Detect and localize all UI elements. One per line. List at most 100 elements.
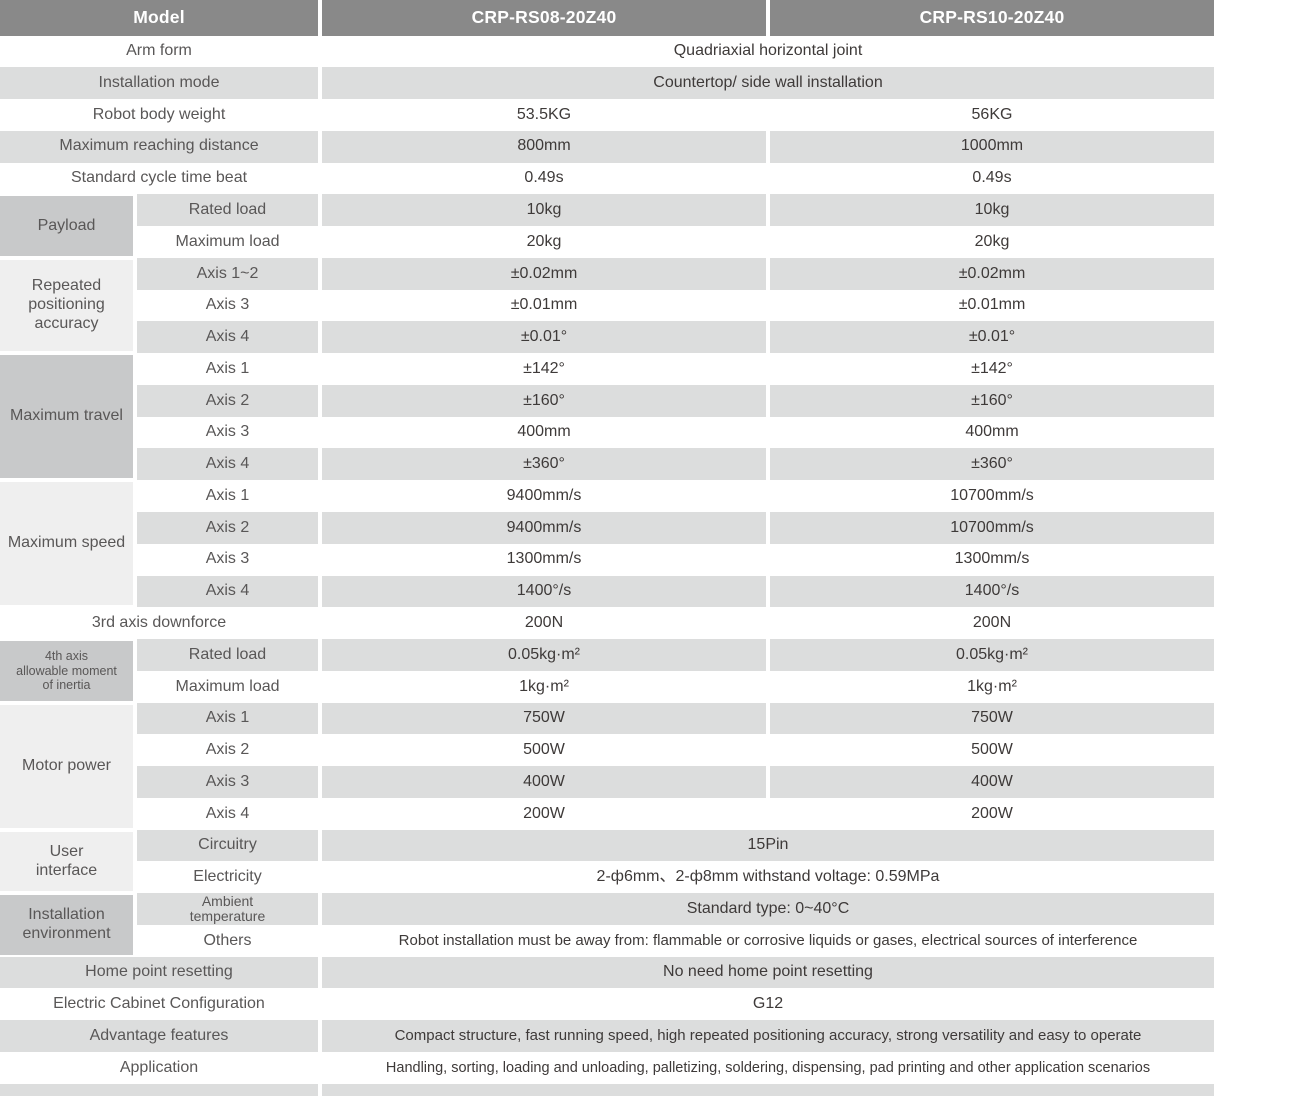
spec-value-col2: 0.49s bbox=[972, 169, 1012, 187]
row-label: Maximum reaching distance bbox=[0, 130, 318, 163]
group-label-4th-axis-inertia: 4th axis allowable moment of inertia bbox=[0, 639, 133, 703]
header-model-rs10: CRP-RS10-20Z40 bbox=[770, 0, 1214, 36]
spec-value-col2: 1400°/s bbox=[770, 575, 1214, 608]
row-sublabel: Rated load bbox=[137, 639, 318, 671]
row-motor-axis1: Axis 1 750W 750W bbox=[0, 702, 1214, 735]
spec-value-col1: 9400mm/s bbox=[506, 486, 582, 504]
spec-value-col1: 750W bbox=[322, 702, 766, 735]
row-sublabel: Axis 2 bbox=[137, 511, 318, 544]
row-reaching-distance: Maximum reaching distance 800mm 1000mm bbox=[0, 130, 1214, 163]
spec-value-col2: 400mm bbox=[965, 423, 1019, 441]
spec-value-col2: ±0.01mm bbox=[958, 296, 1026, 314]
row-sublabel: Electricity bbox=[193, 868, 262, 886]
spec-value-merged: G12 bbox=[752, 995, 784, 1013]
row-motor-axis3: Axis 3 400W 400W bbox=[0, 766, 1214, 798]
group-label-maximum-speed: Maximum speed bbox=[0, 480, 133, 608]
spec-value-col2: 10kg bbox=[770, 194, 1214, 227]
spec-value-col2: 1kg·m² bbox=[967, 677, 1017, 695]
spec-value-col1: 1300mm/s bbox=[506, 550, 582, 568]
spec-value-col1: 0.49s bbox=[524, 169, 564, 187]
spec-value-merged: Handling, sorting, loading and unloading… bbox=[385, 1059, 1151, 1076]
row-others: Others Robot installation must be away f… bbox=[0, 925, 1214, 957]
spec-value-col1: 9400mm/s bbox=[322, 511, 766, 544]
spec-value-col1: 200N bbox=[524, 613, 564, 631]
spec-value-col2: 56KG bbox=[971, 105, 1013, 123]
spec-value-col2: 200W bbox=[971, 804, 1013, 822]
spec-value-col2: 10700mm/s bbox=[770, 511, 1214, 544]
row-sublabel: Axis 4 bbox=[137, 575, 318, 608]
row-sublabel: Circuitry bbox=[137, 829, 318, 862]
row-label: Arm form bbox=[126, 42, 192, 60]
row-sublabel: Axis 3 bbox=[205, 423, 250, 441]
row-speed-axis3: Axis 3 1300mm/s 1300mm/s bbox=[0, 544, 1214, 576]
header-model-label: Model bbox=[0, 0, 318, 36]
row-sublabel: Axis 1 bbox=[205, 486, 250, 504]
spec-value-merged: 15Pin bbox=[322, 829, 1214, 862]
row-travel-axis3: Axis 3 400mm 400mm bbox=[0, 417, 1214, 449]
spec-value-col2: 750W bbox=[770, 702, 1214, 735]
row-label: Home point resetting bbox=[0, 956, 318, 989]
row-arm-form: Arm form Quadriaxial horizontal joint bbox=[0, 36, 1214, 68]
spec-value-col1: 1kg·m² bbox=[519, 677, 569, 695]
group-label-maximum-travel: Maximum travel bbox=[0, 353, 133, 481]
row-speed-axis4: Axis 4 1400°/s 1400°/s bbox=[0, 575, 1214, 608]
spec-value-col1: 20kg bbox=[526, 232, 562, 250]
spec-value-col1: ±0.02mm bbox=[322, 257, 766, 290]
row-label: Installation mode bbox=[0, 67, 318, 100]
row-sublabel: Axis 1 bbox=[205, 359, 250, 377]
row-label: Electric Cabinet Configuration bbox=[53, 995, 265, 1013]
table-header-row: Model CRP-RS08-20Z40 CRP-RS10-20Z40 bbox=[0, 0, 1214, 36]
spec-value-col2: ±142° bbox=[971, 359, 1013, 377]
spec-value-merged: Robot installation must be away from: fl… bbox=[398, 932, 1138, 950]
row-travel-axis4: Axis 4 ±360° ±360° bbox=[0, 448, 1214, 481]
row-application: Application Handling, sorting, loading a… bbox=[0, 1052, 1214, 1084]
spec-value-col2: 400W bbox=[770, 766, 1214, 798]
row-sublabel: Axis 1~2 bbox=[137, 257, 318, 290]
group-label-repeated-positioning-accuracy: Repeated positioning accuracy bbox=[0, 257, 133, 354]
row-accuracy-axis12: Axis 1~2 ±0.02mm ±0.02mm bbox=[0, 257, 1214, 290]
row-label bbox=[0, 1083, 318, 1096]
spec-value-col2: 1000mm bbox=[770, 130, 1214, 163]
row-inertia-rated: Rated load 0.05kg·m² 0.05kg·m² bbox=[0, 639, 1214, 671]
row-label: Robot body weight bbox=[92, 105, 226, 123]
row-ambient-temperature: Ambient temperature Standard type: 0~40°… bbox=[0, 893, 1214, 925]
row-installation-mode: Installation mode Countertop/ side wall … bbox=[0, 67, 1214, 100]
row-label: Advantage features bbox=[0, 1020, 318, 1052]
row-sublabel: Ambient temperature bbox=[137, 893, 318, 925]
spec-value-col2: 10700mm/s bbox=[950, 486, 1034, 504]
row-sublabel: Rated load bbox=[137, 194, 318, 227]
spec-value-col2: 1300mm/s bbox=[954, 550, 1030, 568]
spec-value-col1: 200W bbox=[523, 804, 565, 822]
row-sublabel: Axis 3 bbox=[205, 550, 250, 568]
group-label-user-interface: User interface bbox=[0, 829, 133, 894]
spec-value-col1: ±142° bbox=[523, 359, 565, 377]
row-sublabel: Axis 2 bbox=[137, 384, 318, 417]
row-motor-axis4: Axis 4 200W 200W bbox=[0, 798, 1214, 830]
row-sublabel: Others bbox=[203, 931, 252, 949]
row-speed-axis2: Axis 2 9400mm/s 10700mm/s bbox=[0, 511, 1214, 544]
spec-value-merged: Compact structure, fast running speed, h… bbox=[322, 1020, 1214, 1052]
row-sublabel: Axis 3 bbox=[137, 766, 318, 798]
row-sublabel: Axis 4 bbox=[137, 448, 318, 481]
group-label-payload: Payload bbox=[0, 194, 133, 258]
spec-value-col1: 400W bbox=[322, 766, 766, 798]
row-advantage-features: Advantage features Compact structure, fa… bbox=[0, 1020, 1214, 1052]
spec-value-merged: 2-ф6mm、2-ф8mm withstand voltage: 0.59MPa bbox=[596, 868, 940, 886]
row-sublabel: Axis 4 bbox=[205, 804, 250, 822]
spec-value-col1: ±160° bbox=[322, 384, 766, 417]
row-cycle-time: Standard cycle time beat 0.49s 0.49s bbox=[0, 163, 1214, 195]
spec-value-col1: 800mm bbox=[322, 130, 766, 163]
spec-value-merged: Quadriaxial horizontal joint bbox=[673, 42, 863, 60]
row-cabinet-configuration: Electric Cabinet Configuration G12 bbox=[0, 988, 1214, 1020]
row-sublabel: Axis 4 bbox=[137, 321, 318, 354]
row-payload-rated: Rated load 10kg 10kg bbox=[0, 194, 1214, 227]
spec-value-merged bbox=[322, 1083, 1214, 1096]
spec-value-col2: 0.05kg·m² bbox=[770, 639, 1214, 671]
spec-value-col1: 10kg bbox=[322, 194, 766, 227]
spec-value-merged: Countertop/ side wall installation bbox=[322, 67, 1214, 100]
robot-spec-table: Model CRP-RS08-20Z40 CRP-RS10-20Z40 Arm … bbox=[0, 0, 1214, 1096]
spec-value-col1: 0.05kg·m² bbox=[322, 639, 766, 671]
group-label-motor-power: Motor power bbox=[0, 702, 133, 830]
spec-value-col2: 20kg bbox=[974, 232, 1010, 250]
spec-value-col1: ±360° bbox=[322, 448, 766, 481]
